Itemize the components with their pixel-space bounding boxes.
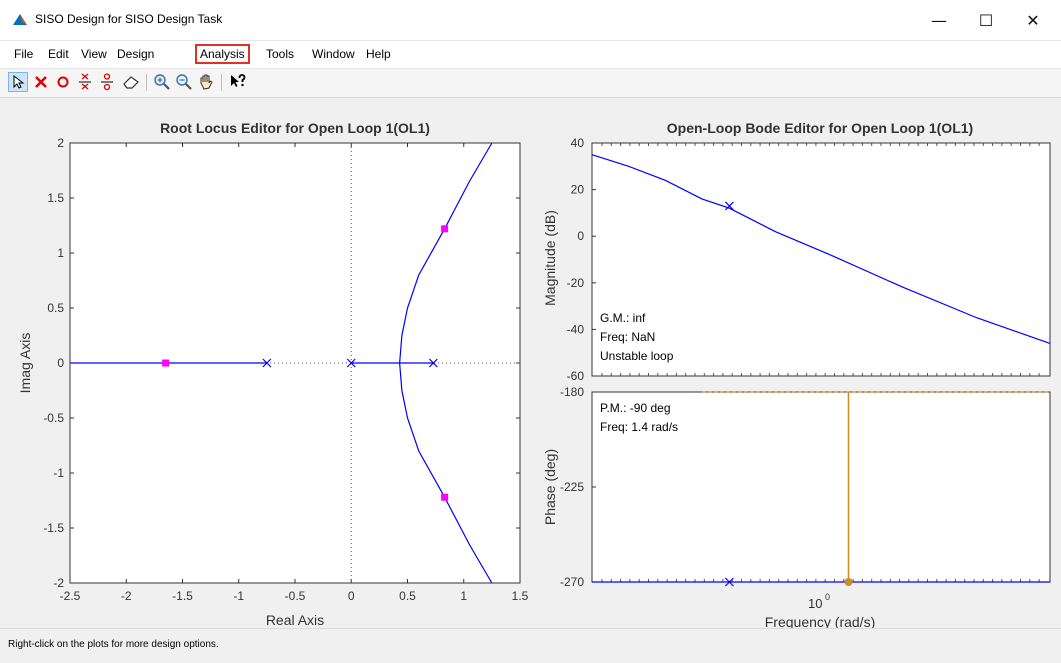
plots-canvas[interactable]: Root Locus Editor for Open Loop 1(OL1) -… <box>0 98 1061 630</box>
zoom-out-icon[interactable] <box>174 72 194 92</box>
window-title: SISO Design for SISO Design Task <box>35 12 223 26</box>
bode-title: Open-Loop Bode Editor for Open Loop 1(OL… <box>667 120 973 136</box>
locus-branch-2 <box>399 142 493 364</box>
select-pointer-icon[interactable] <box>8 72 28 92</box>
menu-file[interactable]: File <box>14 47 34 61</box>
closed-loop-pole-marker <box>441 493 449 501</box>
toolbar-separator <box>221 74 222 91</box>
y-tick-label: -1 <box>53 466 64 480</box>
phase-margin-text: P.M.: -90 deg <box>600 401 671 415</box>
phase-margin-marker <box>844 578 853 586</box>
plot-area[interactable]: Root Locus Editor for Open Loop 1(OL1) -… <box>0 98 1061 630</box>
y-tick-label: 0 <box>57 356 64 370</box>
y-tick-label: -180 <box>560 385 584 399</box>
matlab-logo-icon <box>13 14 27 25</box>
frequency-tick-exponent: 0 <box>825 592 830 602</box>
open-loop-pole-marker <box>262 358 272 368</box>
frequency-xlabel: Frequency (rad/s) <box>765 614 875 628</box>
status-bar: Right-click on the plots for more design… <box>0 628 1061 663</box>
bode-phase-plot[interactable] <box>592 391 1050 587</box>
gain-margin-text: G.M.: inf <box>600 311 646 325</box>
bode-phase-axes[interactable] <box>591 391 1051 583</box>
phase-pole-marker <box>724 577 734 587</box>
gain-margin-freq-text: Freq: NaN <box>600 330 655 344</box>
open-loop-pole-marker <box>428 358 438 368</box>
minimize-button[interactable]: — <box>931 11 947 30</box>
magnitude-curve <box>591 154 1051 344</box>
closed-loop-pole-marker <box>441 225 449 233</box>
zoom-in-icon[interactable] <box>152 72 172 92</box>
y-tick-label: -20 <box>567 276 585 290</box>
y-tick-label: 1 <box>57 246 64 260</box>
root-locus-xlabel: Real Axis <box>266 612 324 628</box>
phase-ylabel: Phase (deg) <box>542 449 558 525</box>
root-locus-ylabel: Imag Axis <box>17 333 33 394</box>
menu-help[interactable]: Help <box>366 47 391 61</box>
toolbar <box>0 69 1061 98</box>
magnitude-ylabel: Magnitude (dB) <box>542 210 558 306</box>
open-loop-pole-marker <box>346 358 356 368</box>
menu-edit[interactable]: Edit <box>48 47 69 61</box>
locus-branch-3 <box>399 362 493 584</box>
x-tick-label: -1.5 <box>172 589 193 603</box>
y-tick-label: -1.5 <box>43 521 64 535</box>
x-tick-label: 1 <box>460 589 467 603</box>
root-locus-plot[interactable] <box>70 142 520 584</box>
frequency-tick-label: 10 <box>808 596 822 611</box>
menu-design[interactable]: Design <box>117 47 155 61</box>
loop-stability-text: Unstable loop <box>600 349 674 363</box>
toolbar-separator <box>146 74 147 91</box>
y-tick-label: 0 <box>577 229 584 243</box>
add-pole-icon[interactable] <box>31 72 51 92</box>
closed-loop-pole-marker <box>162 359 170 367</box>
add-complex-zero-icon[interactable] <box>97 72 117 92</box>
window-title-bar: SISO Design for SISO Design Task — ☐ ✕ <box>0 0 1061 41</box>
phase-margin-freq-text: Freq: 1.4 rad/s <box>600 420 678 434</box>
x-tick-label: -1 <box>233 589 244 603</box>
x-tick-label: 1.5 <box>512 589 529 603</box>
menu-tools[interactable]: Tools <box>266 47 295 61</box>
y-tick-label: -0.5 <box>43 411 64 425</box>
bode-magnitude-ticks: -60 -40 -20 0 20 40 <box>567 136 1040 383</box>
menu-bar: File Edit View Design Analysis Tools Win… <box>0 41 1061 69</box>
pan-hand-icon[interactable] <box>196 72 216 92</box>
y-tick-label: 20 <box>571 183 585 197</box>
y-tick-label: 2 <box>57 136 64 150</box>
y-tick-label: -60 <box>567 369 585 383</box>
eraser-icon[interactable] <box>121 72 141 92</box>
bode-magnitude-plot[interactable] <box>591 154 1051 344</box>
status-text: Right-click on the plots for more design… <box>8 639 219 650</box>
close-button[interactable]: ✕ <box>1026 11 1040 30</box>
x-tick-label: -0.5 <box>285 589 306 603</box>
menu-window[interactable]: Window <box>312 47 355 61</box>
root-locus-ticks: -2.5 -2 -1.5 -1 -0.5 0 0.5 1 1.5-2-1.5-1-0.500.5… <box>43 136 528 603</box>
y-tick-label: 40 <box>571 136 585 150</box>
maximize-button[interactable]: ☐ <box>978 11 994 30</box>
y-tick-label: 1.5 <box>47 191 64 205</box>
x-tick-label: -2 <box>121 589 132 603</box>
menu-view[interactable]: View <box>81 47 107 61</box>
x-tick-label: 0.5 <box>399 589 416 603</box>
y-tick-label: -270 <box>560 575 584 589</box>
x-tick-label: -2.5 <box>60 589 81 603</box>
menu-analysis[interactable]: Analysis <box>195 44 250 64</box>
bode-magnitude-axes[interactable] <box>591 142 1051 377</box>
x-tick-label: 0 <box>348 589 355 603</box>
root-locus-title: Root Locus Editor for Open Loop 1(OL1) <box>160 120 430 136</box>
add-zero-icon[interactable] <box>53 72 73 92</box>
y-tick-label: -2 <box>53 576 64 590</box>
y-tick-label: 0.5 <box>47 301 64 315</box>
whats-this-icon[interactable] <box>228 72 248 92</box>
add-complex-pole-icon[interactable] <box>75 72 95 92</box>
magnitude-pole-marker <box>724 201 734 211</box>
y-tick-label: -40 <box>567 322 585 336</box>
y-tick-label: -225 <box>560 480 584 494</box>
